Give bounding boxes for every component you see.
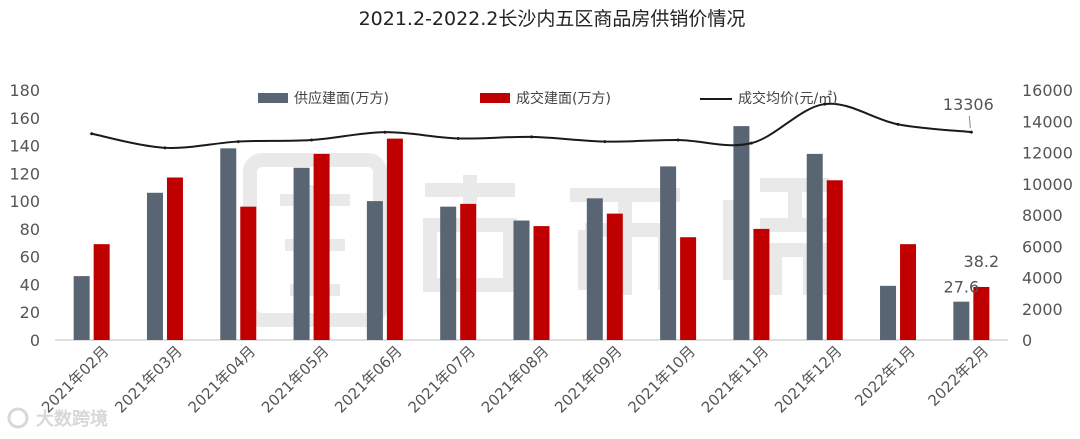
bar-supply[interactable] xyxy=(73,276,90,340)
bar-supply[interactable] xyxy=(806,153,823,340)
legend-label-price: 成交均价(元/㎡) xyxy=(738,90,838,107)
y-right-tick-label: 10000 xyxy=(1022,175,1073,194)
y-left-tick-label: 180 xyxy=(9,81,40,100)
bar-supply[interactable] xyxy=(220,148,237,340)
data-label-leader xyxy=(968,116,971,129)
legend-swatch-deal xyxy=(480,93,510,103)
legend-label-deal: 成交建面(万方) xyxy=(516,90,611,107)
bar-deal[interactable] xyxy=(313,153,330,340)
price-point[interactable] xyxy=(236,140,240,144)
bar-deal[interactable] xyxy=(533,226,550,340)
y-left-tick-label: 0 xyxy=(30,331,40,350)
bar-deal[interactable] xyxy=(826,180,843,340)
legend-swatch-supply xyxy=(258,93,288,103)
price-point[interactable] xyxy=(823,102,827,106)
bar-supply[interactable] xyxy=(733,126,750,340)
bar-deal[interactable] xyxy=(93,244,110,340)
x-tick-label: 2021年11月 xyxy=(698,342,772,416)
bars xyxy=(73,126,990,341)
bar-deal[interactable] xyxy=(680,237,697,340)
y-right-tick-label: 0 xyxy=(1022,331,1032,350)
y-right-tick-label: 2000 xyxy=(1022,300,1063,319)
y-left-tick-label: 40 xyxy=(20,275,40,294)
bar-supply[interactable] xyxy=(293,167,310,340)
y-left-tick-label: 20 xyxy=(20,303,40,322)
y-left-tick-label: 140 xyxy=(9,137,40,156)
y-right-tick-label: 4000 xyxy=(1022,269,1063,288)
legend-item-supply[interactable]: 供应建面(万方) xyxy=(258,90,389,107)
price-point[interactable] xyxy=(310,138,314,142)
y-right-tick-label: 14000 xyxy=(1022,112,1073,131)
price-point[interactable] xyxy=(163,146,167,150)
x-tick-label: 2021年05月 xyxy=(258,342,332,416)
y-axis-left: 0 20 40 60 80 100 120 140 160 180 xyxy=(9,81,40,350)
bar-supply[interactable] xyxy=(880,285,897,340)
y-left-tick-label: 80 xyxy=(20,220,40,239)
data-label: 27.6 xyxy=(944,278,980,297)
y-right-tick-label: 12000 xyxy=(1022,144,1073,163)
chart-title: 2021.2-2022.2长沙内五区商品房供销价情况 xyxy=(359,8,746,30)
x-tick-label: 2021年12月 xyxy=(771,342,845,416)
x-axis: 2021年02月2021年03月2021年04月2021年05月2021年06月… xyxy=(38,342,992,416)
y-right-tick-label: 16000 xyxy=(1022,81,1073,100)
y-right-tick-label: 6000 xyxy=(1022,237,1063,256)
bar-deal[interactable] xyxy=(460,203,477,340)
x-tick-label: 2021年08月 xyxy=(478,342,552,416)
price-point[interactable] xyxy=(676,138,680,142)
bar-supply[interactable] xyxy=(513,220,530,340)
credit-logo-icon xyxy=(7,407,29,429)
watermark-glyph-1 xyxy=(423,175,517,292)
price-line-path[interactable] xyxy=(91,102,972,149)
y-axis-right: 0 2000 4000 6000 8000 10000 12000 14000 16000 xyxy=(1022,81,1073,350)
x-tick-label: 2022年2月 xyxy=(924,342,992,410)
bar-supply[interactable] xyxy=(660,166,677,340)
watermark-glyph-2 xyxy=(570,188,680,295)
legend: 供应建面(万方) 成交建面(万方) 成交均价(元/㎡) xyxy=(258,90,838,107)
bar-supply[interactable] xyxy=(366,201,383,340)
price-point[interactable] xyxy=(530,135,533,139)
bar-supply[interactable] xyxy=(440,206,457,340)
x-tick-label: 2021年09月 xyxy=(551,342,625,416)
watermark-credit: 大数跨境 xyxy=(7,407,108,430)
credit-text: 大数跨境 xyxy=(36,408,108,430)
bar-deal[interactable] xyxy=(166,177,183,341)
price-point[interactable] xyxy=(749,141,753,145)
bar-supply[interactable] xyxy=(953,301,970,340)
bar-deal[interactable] xyxy=(900,244,917,340)
bar-deal[interactable] xyxy=(973,286,990,340)
x-tick-label: 2021年04月 xyxy=(185,342,259,416)
price-point[interactable] xyxy=(90,132,94,136)
price-point[interactable] xyxy=(969,130,973,134)
x-tick-label: 2022年1月 xyxy=(851,342,919,410)
bar-deal[interactable] xyxy=(753,228,770,340)
price-point[interactable] xyxy=(456,136,460,140)
price-line xyxy=(90,102,973,150)
y-left-tick-label: 120 xyxy=(9,164,40,183)
legend-item-price[interactable]: 成交均价(元/㎡) xyxy=(700,90,838,107)
y-right-tick-label: 8000 xyxy=(1022,206,1063,225)
x-tick-label: 2021年06月 xyxy=(331,342,405,416)
legend-label-supply: 供应建面(万方) xyxy=(294,90,389,107)
x-tick-label: 2021年03月 xyxy=(111,342,185,416)
bar-supply[interactable] xyxy=(586,198,603,340)
y-left-tick-label: 100 xyxy=(9,192,40,211)
price-point[interactable] xyxy=(603,140,607,144)
data-label: 13306 xyxy=(943,95,994,114)
bar-deal[interactable] xyxy=(386,138,403,340)
bar-supply[interactable] xyxy=(146,192,163,340)
y-left-tick-label: 160 xyxy=(9,109,40,128)
bar-deal[interactable] xyxy=(240,206,257,340)
bar-deal[interactable] xyxy=(606,213,623,340)
x-tick-label: 2021年02月 xyxy=(38,342,112,416)
data-label: 38.2 xyxy=(964,252,1000,271)
x-tick-label: 2021年07月 xyxy=(405,342,479,416)
y-left-tick-label: 60 xyxy=(20,248,40,267)
x-tick-label: 2021年10月 xyxy=(625,342,699,416)
price-point[interactable] xyxy=(383,130,387,134)
legend-item-deal[interactable]: 成交建面(万方) xyxy=(480,90,611,107)
price-point[interactable] xyxy=(896,122,900,126)
data-labels: 27.6 38.2 13306 xyxy=(943,95,999,297)
